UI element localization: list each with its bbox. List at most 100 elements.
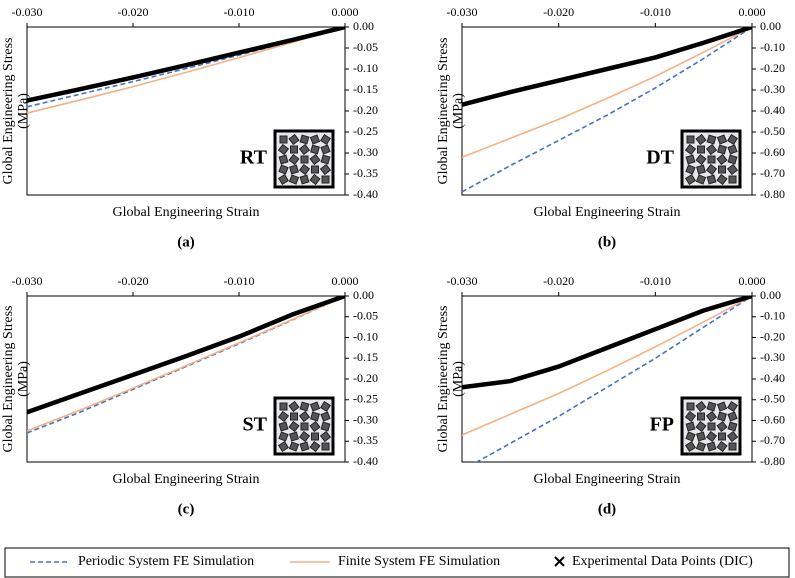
x-tick-label: -0.010	[224, 274, 255, 288]
inset-tile	[685, 154, 696, 165]
inset-tile	[695, 420, 707, 433]
y-tick-label: -0.60	[760, 145, 785, 159]
x-tick-label: -0.010	[640, 274, 671, 288]
y-tick-label: -0.60	[760, 412, 785, 426]
y-axis-label: Global Engineering Stress	[1, 306, 16, 453]
inset-tile	[717, 411, 727, 422]
inset-tile	[716, 420, 728, 433]
inset-tile	[310, 411, 320, 422]
panel-label: (a)	[177, 234, 195, 250]
inset-tile	[299, 401, 310, 412]
inset-tile	[726, 163, 739, 176]
inset-tile	[684, 143, 697, 156]
inset-tile	[319, 430, 332, 443]
panel-label: (c)	[178, 501, 195, 517]
inset-tile	[696, 164, 706, 175]
x-axis-label: Global Engineering Strain	[534, 205, 681, 220]
inset-tile	[299, 134, 310, 145]
y-tick-label: -0.35	[353, 166, 378, 180]
inset-tile	[684, 410, 697, 423]
inset-tile	[705, 143, 718, 156]
legend-label: Finite System FE Simulation	[338, 554, 500, 569]
plot-area	[462, 27, 752, 193]
y-tick-label: -0.10	[760, 40, 785, 54]
y-tick-label: -0.70	[760, 433, 785, 447]
y-tick-label: -0.10	[353, 61, 378, 75]
inset-tile	[278, 431, 289, 442]
x-tick-label: 0.000	[332, 5, 359, 19]
inset-tile	[726, 133, 739, 146]
x-tick-label: -0.010	[640, 5, 671, 19]
inset-tile	[320, 154, 331, 165]
inset-tile	[309, 134, 321, 145]
x-tick-label: -0.020	[543, 5, 574, 19]
y-axis-label: Global Engineering Stress	[436, 38, 451, 185]
inset-tile	[300, 422, 309, 431]
y-tick-label: -0.15	[353, 82, 378, 96]
inset-tile	[716, 440, 728, 453]
inset-tile	[288, 420, 300, 433]
inset-tile	[686, 135, 695, 144]
x-tick-label: -0.030	[447, 5, 478, 19]
y-tick-label: -0.50	[760, 124, 785, 138]
inset-tile	[298, 163, 311, 176]
inset-tile	[728, 175, 737, 184]
inset-tile	[289, 431, 299, 442]
inset-tile	[706, 441, 717, 452]
x-tick-label: 0.000	[332, 274, 359, 288]
inset-tile	[684, 440, 697, 453]
y-tick-label: -0.20	[353, 103, 378, 117]
inset-tile	[718, 165, 726, 174]
inset-tile	[320, 144, 331, 155]
y-tick-label: 0.00	[353, 19, 374, 33]
inset-tile	[288, 153, 300, 166]
y-tick-label: -0.80	[760, 187, 785, 201]
inset-tile	[298, 410, 311, 423]
inset-tile	[726, 400, 739, 413]
inset-tile	[300, 155, 309, 164]
inset-tile	[706, 401, 717, 412]
y-tick-label: 0.00	[760, 288, 781, 302]
y-tick-label: -0.40	[353, 454, 378, 468]
y-tick-label: 0.00	[353, 288, 374, 302]
inset-tile	[279, 135, 288, 144]
inset-tile	[277, 173, 290, 186]
inset-tile	[695, 400, 707, 413]
inset-tile	[686, 402, 695, 411]
y-tick-label: -0.10	[760, 309, 785, 323]
inset-tile	[278, 154, 289, 165]
y-tick-label: 0.00	[760, 19, 781, 33]
x-tick-label: -0.020	[543, 274, 574, 288]
inset-tile	[706, 134, 717, 145]
inset-tile	[727, 154, 738, 165]
y-tick-label: -0.25	[353, 392, 378, 406]
inset-tile	[309, 173, 321, 186]
inset-tile	[288, 400, 300, 413]
inset-tile	[278, 164, 289, 175]
inset-tile	[290, 145, 298, 154]
inset-tile	[684, 173, 697, 186]
inset-tile	[299, 441, 310, 452]
panel-label: (b)	[598, 234, 616, 250]
x-tick-label: -0.010	[224, 5, 255, 19]
inset-tile	[277, 410, 290, 423]
inset-tile	[321, 175, 330, 184]
inset-tile	[705, 410, 718, 423]
inset-tile	[707, 422, 716, 431]
inset-tile	[695, 153, 707, 166]
inset-tile	[311, 432, 319, 441]
series-line	[462, 296, 752, 390]
inset-tile	[728, 442, 737, 451]
y-tick-label: -0.80	[760, 454, 785, 468]
inset-tile	[727, 411, 738, 422]
y-tick-label: -0.30	[353, 412, 378, 426]
inset-tile	[695, 133, 707, 146]
inset-tile	[726, 430, 739, 443]
inset-tile	[727, 421, 738, 432]
y-tick-label: -0.05	[353, 309, 378, 323]
y-axis-label: Global Engineering Stress	[436, 306, 451, 453]
inset-tile	[716, 134, 728, 145]
series-line	[462, 27, 752, 107]
y-tick-label: -0.15	[353, 350, 378, 364]
plot-area	[27, 296, 345, 434]
